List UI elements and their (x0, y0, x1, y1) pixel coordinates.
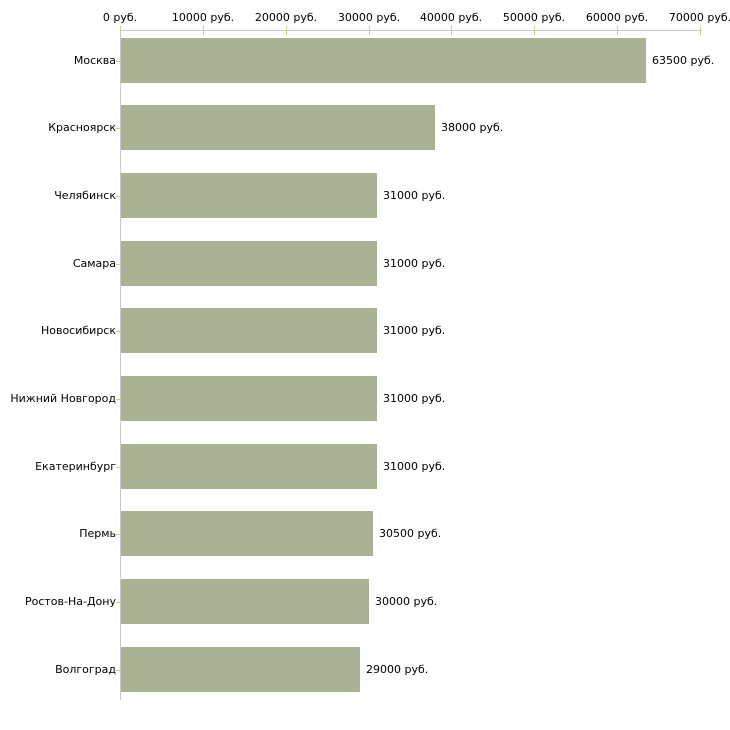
x-tick (451, 26, 452, 35)
x-tick-label: 20000 руб. (254, 11, 318, 24)
x-tick-label: 10000 руб. (171, 11, 235, 24)
bar (121, 308, 377, 353)
bar (121, 376, 377, 421)
category-label: Волгоград (55, 663, 116, 676)
value-label: 31000 руб. (383, 460, 446, 473)
bar (121, 444, 377, 489)
bar (121, 38, 646, 83)
bar (121, 173, 377, 218)
category-label: Красноярск (48, 121, 116, 134)
value-label: 30500 руб. (379, 527, 442, 540)
bar (121, 511, 373, 556)
category-label: Москва (73, 54, 116, 67)
value-label: 29000 руб. (366, 663, 429, 676)
value-label: 31000 руб. (383, 257, 446, 270)
x-axis-line (120, 30, 702, 31)
y-tick (116, 602, 120, 603)
x-tick-label: 30000 руб. (337, 11, 401, 24)
bar (121, 647, 360, 692)
x-tick (534, 26, 535, 35)
bar (121, 105, 435, 150)
y-tick (116, 196, 120, 197)
x-tick (617, 26, 618, 35)
y-tick (116, 399, 120, 400)
category-label: Самара (72, 257, 116, 270)
category-label: Екатеринбург (35, 460, 116, 473)
value-label: 30000 руб. (375, 595, 438, 608)
category-label: Нижний Новгород (10, 392, 116, 405)
x-tick-label: 0 руб. (102, 11, 138, 24)
category-label: Челябинск (54, 189, 116, 202)
y-tick (116, 534, 120, 535)
y-tick (116, 61, 120, 62)
value-label: 31000 руб. (383, 324, 446, 337)
y-tick (116, 264, 120, 265)
x-tick (700, 26, 701, 35)
value-label: 38000 руб. (441, 121, 504, 134)
y-tick (116, 670, 120, 671)
y-axis-line (120, 30, 121, 700)
x-tick (286, 26, 287, 35)
x-tick (369, 26, 370, 35)
x-tick-label: 40000 руб. (419, 11, 483, 24)
y-tick (116, 128, 120, 129)
category-label: Новосибирск (40, 324, 116, 337)
value-label: 31000 руб. (383, 189, 446, 202)
x-tick (203, 26, 204, 35)
x-tick (120, 26, 121, 35)
category-label: Ростов-На-Дону (24, 595, 116, 608)
bar (121, 579, 369, 624)
x-tick-label: 50000 руб. (502, 11, 566, 24)
y-tick (116, 467, 120, 468)
value-label: 63500 руб. (652, 54, 715, 67)
value-label: 31000 руб. (383, 392, 446, 405)
y-tick (116, 331, 120, 332)
x-tick-label: 70000 руб. (668, 11, 730, 24)
x-tick-label: 60000 руб. (585, 11, 649, 24)
category-label: Пермь (79, 527, 116, 540)
bar (121, 241, 377, 286)
